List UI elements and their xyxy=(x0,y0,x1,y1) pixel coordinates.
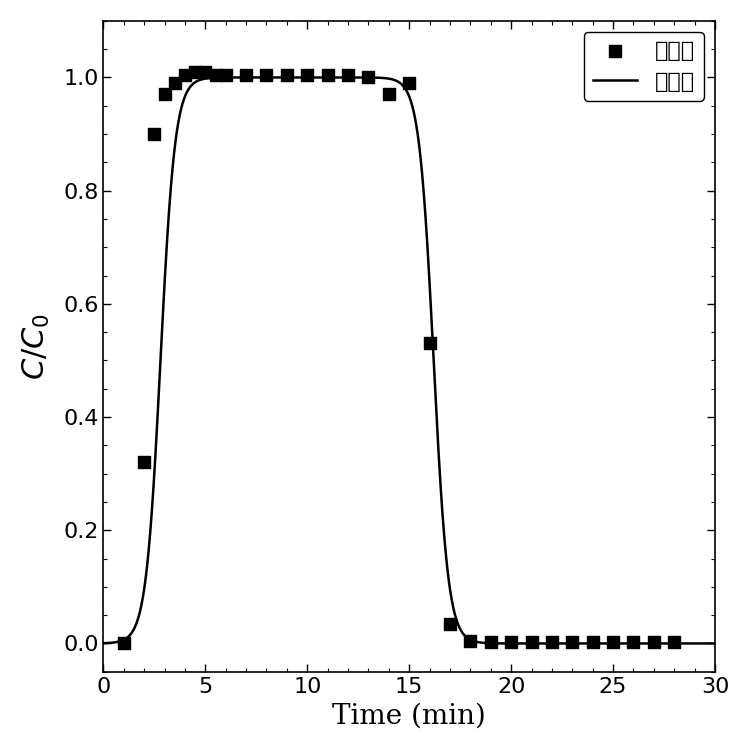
Point xyxy=(158,88,170,101)
Point xyxy=(586,636,598,648)
Point xyxy=(464,634,476,646)
Point xyxy=(566,636,578,648)
Point xyxy=(200,66,211,78)
Point xyxy=(648,636,660,648)
Point xyxy=(546,636,558,648)
Y-axis label: $C/C_0$: $C/C_0$ xyxy=(21,313,52,380)
Point xyxy=(404,77,416,89)
Legend: 实测値, 拟合値: 实测値, 拟合値 xyxy=(584,32,704,101)
Point xyxy=(220,68,232,80)
Point xyxy=(382,88,394,101)
Point xyxy=(281,68,293,80)
Point xyxy=(322,68,334,80)
Point xyxy=(169,77,181,89)
Point xyxy=(526,636,538,648)
Point xyxy=(209,68,221,80)
Point xyxy=(342,68,354,80)
X-axis label: Time (min): Time (min) xyxy=(332,702,486,729)
Point xyxy=(302,68,313,80)
Point xyxy=(424,338,436,350)
Point xyxy=(607,636,619,648)
Point xyxy=(189,66,201,78)
Point xyxy=(148,128,160,140)
Point xyxy=(628,636,640,648)
Point xyxy=(260,68,272,80)
Point xyxy=(362,71,374,83)
Point xyxy=(668,636,680,648)
Point xyxy=(444,618,456,630)
Point xyxy=(179,68,191,80)
Point xyxy=(484,636,496,648)
Point xyxy=(118,638,130,650)
Point xyxy=(138,456,150,468)
Point xyxy=(505,636,517,648)
Point xyxy=(240,68,252,80)
